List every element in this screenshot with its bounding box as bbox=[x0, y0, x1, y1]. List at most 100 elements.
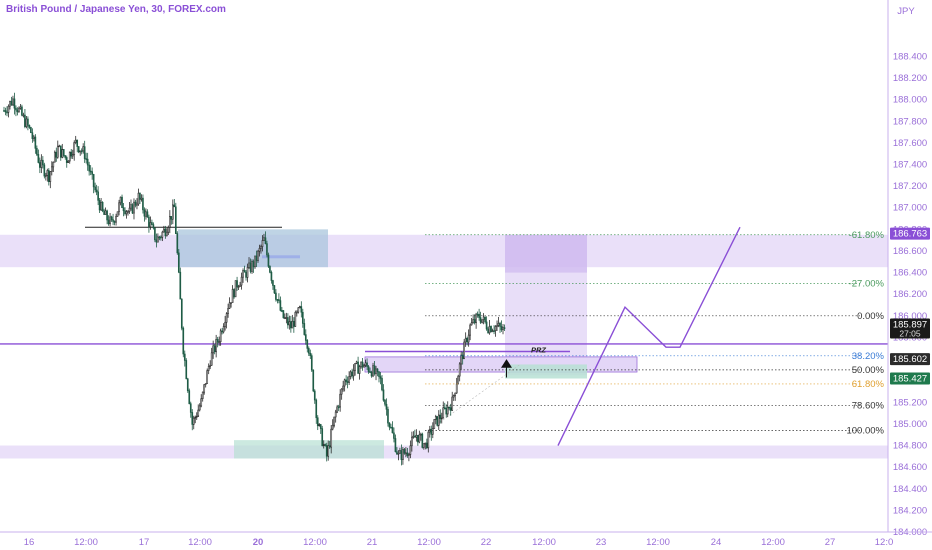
demand-zone-lower bbox=[0, 445, 888, 459]
y-tick-label: 188.200 bbox=[893, 73, 927, 84]
candle-body bbox=[255, 255, 258, 261]
x-tick-label: 12:00 bbox=[188, 537, 212, 548]
candle-body bbox=[298, 306, 301, 308]
candle-body bbox=[319, 424, 322, 429]
candle-body bbox=[92, 174, 95, 188]
candle-body bbox=[325, 445, 328, 457]
candle-body bbox=[139, 192, 141, 200]
candle-body bbox=[116, 211, 119, 217]
y-tick-label: 186.200 bbox=[893, 289, 927, 300]
candle-body bbox=[82, 146, 85, 152]
candle-body bbox=[124, 210, 126, 215]
candle-body bbox=[470, 322, 473, 326]
candle-body bbox=[122, 207, 125, 212]
y-tick-label: 184.200 bbox=[893, 505, 927, 516]
candle-body bbox=[339, 393, 341, 408]
candle-body bbox=[172, 204, 174, 220]
candle-body bbox=[288, 321, 291, 326]
candle-body bbox=[342, 385, 344, 390]
candle-body bbox=[33, 136, 35, 139]
candle-body bbox=[58, 145, 61, 148]
candle-body bbox=[394, 438, 397, 452]
candle-body bbox=[164, 228, 167, 237]
candle-body bbox=[499, 322, 501, 327]
candle-body bbox=[385, 403, 388, 410]
candle-body bbox=[86, 158, 89, 166]
chart-title: British Pound / Japanese Yen, 30, FOREX.… bbox=[6, 4, 226, 15]
candle-body bbox=[65, 157, 68, 163]
candle-body bbox=[252, 261, 255, 268]
small-mark bbox=[262, 255, 300, 259]
candle-body bbox=[481, 319, 483, 323]
candle-body bbox=[260, 246, 262, 249]
candle-body bbox=[400, 450, 403, 460]
candle-body bbox=[177, 252, 180, 273]
x-tick-label: 12:0 bbox=[875, 537, 894, 548]
candle-body bbox=[469, 324, 471, 336]
candle-body bbox=[200, 398, 203, 407]
candle-body bbox=[364, 362, 367, 366]
candle-body bbox=[34, 136, 37, 149]
fib-level-label: 0.00% bbox=[857, 311, 884, 322]
candle-body bbox=[487, 328, 489, 334]
candle-body bbox=[427, 431, 430, 449]
candle-body bbox=[484, 316, 486, 323]
candle-body bbox=[21, 106, 23, 116]
candle-body bbox=[227, 308, 229, 314]
candle-body bbox=[182, 327, 185, 355]
candle-body bbox=[276, 299, 279, 301]
candle-body bbox=[59, 145, 62, 158]
candle-body bbox=[254, 255, 256, 268]
candle-body bbox=[245, 271, 247, 278]
candle-body bbox=[89, 170, 92, 173]
last-price-tag-countdown: 27:05 bbox=[899, 328, 921, 338]
candle-body bbox=[291, 320, 294, 329]
candle-body bbox=[157, 236, 159, 243]
candle-body bbox=[98, 200, 101, 211]
candle-body bbox=[296, 311, 298, 314]
last-price-tag: 185.897 bbox=[893, 319, 927, 330]
candle-body bbox=[345, 379, 347, 382]
candle-body bbox=[403, 449, 406, 454]
candle-body bbox=[225, 313, 228, 323]
candle-body bbox=[278, 299, 280, 301]
candle-body bbox=[473, 319, 476, 324]
candle-body bbox=[461, 354, 464, 360]
candle-body bbox=[406, 452, 409, 456]
candle-body bbox=[293, 320, 295, 327]
candle-body bbox=[437, 414, 440, 426]
candle-body bbox=[169, 216, 171, 228]
candle-body bbox=[446, 406, 449, 415]
candle-body bbox=[352, 369, 355, 377]
candle-body bbox=[411, 436, 413, 447]
supply-zone-upper bbox=[0, 234, 888, 268]
candle-body bbox=[230, 302, 232, 304]
candle-body bbox=[425, 442, 428, 449]
candle-body bbox=[70, 151, 73, 157]
candle-body bbox=[251, 261, 253, 272]
x-tick-label: 27 bbox=[825, 537, 836, 548]
candle-body bbox=[133, 201, 135, 214]
candle-body bbox=[384, 399, 386, 405]
candle-body bbox=[301, 311, 304, 324]
candle-body bbox=[221, 330, 223, 333]
candle-body bbox=[315, 399, 318, 419]
candle-body bbox=[55, 151, 58, 158]
candle-body bbox=[136, 203, 138, 206]
candle-body bbox=[218, 341, 220, 344]
candle-body bbox=[191, 412, 194, 425]
candle-body bbox=[334, 411, 337, 418]
price-tag-mid: 185.602 bbox=[893, 354, 927, 365]
candle-body bbox=[167, 227, 170, 233]
candle-body bbox=[346, 381, 349, 383]
projection-layer bbox=[557, 226, 741, 446]
candle-body bbox=[440, 417, 443, 420]
candle-body bbox=[442, 407, 445, 419]
candle-body bbox=[231, 289, 234, 303]
candle-body bbox=[420, 433, 422, 436]
candle-body bbox=[207, 366, 210, 371]
candle-body bbox=[243, 270, 246, 273]
candle-body bbox=[25, 118, 28, 128]
